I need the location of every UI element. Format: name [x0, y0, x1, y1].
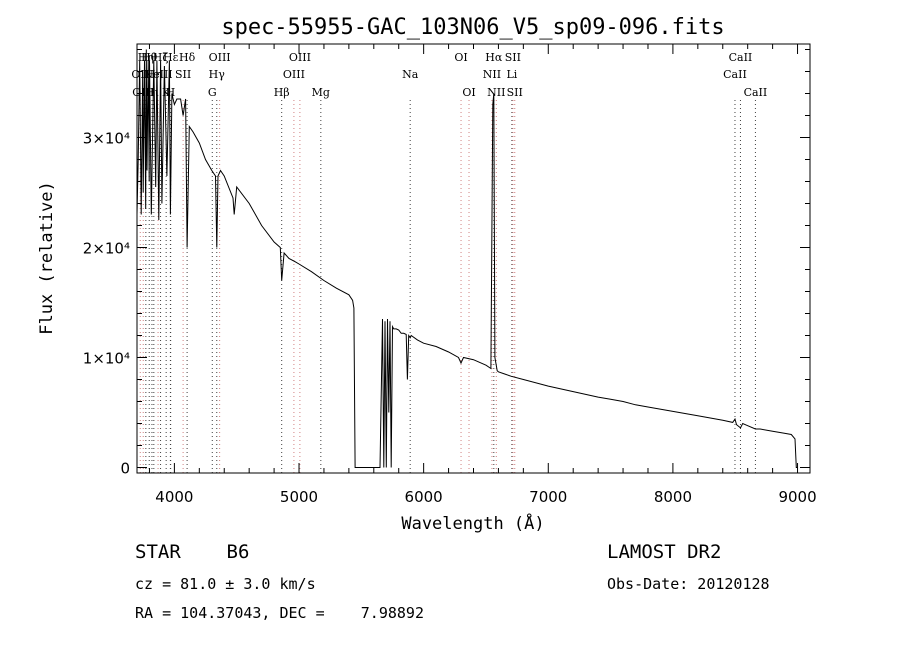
x-axis-ticks: 4000 5000 6000 7000 8000 9000	[148, 44, 817, 506]
x-tick-label-4: 8000	[654, 488, 692, 506]
x-tick-label-3: 7000	[529, 488, 567, 506]
plot-frame	[136, 43, 811, 474]
spectral-line-labels: OIIOIIIHηHθHιHηNeIIIHζKHHεSIIHδGHγOIIIHβ…	[131, 51, 767, 99]
line-label-31: CaII	[744, 86, 768, 99]
x-axis-label: Wavelength (Å)	[401, 512, 544, 534]
x-tick-label-5: 9000	[778, 488, 816, 506]
redshift-cz: cz = 81.0 ± 3.0 km/s	[135, 575, 316, 593]
line-label-30: CaII	[729, 51, 753, 64]
line-label-9: H	[166, 86, 176, 99]
line-label-14: Hγ	[209, 68, 226, 81]
line-label-15: OIII	[209, 51, 231, 64]
y-tick-label-3: 3×10⁴	[83, 130, 130, 148]
survey-name: LAMOST DR2	[607, 541, 722, 563]
line-label-6: NeIII	[143, 68, 172, 81]
line-label-16: Hβ	[274, 86, 290, 99]
line-label-8: K	[162, 86, 171, 99]
line-label-28: SII	[507, 86, 523, 99]
line-label-18: OIII	[289, 51, 311, 64]
y-axis-label: Flux (relative)	[37, 181, 57, 335]
line-label-26: Li	[506, 68, 517, 81]
line-label-12: Hδ	[179, 51, 196, 64]
line-label-19: Mg	[312, 86, 330, 99]
line-label-17: OIII	[283, 68, 305, 81]
x-tick-label-1: 5000	[280, 488, 318, 506]
y-tick-label-2: 2×10⁴	[83, 240, 130, 258]
observation-date: Obs-Date: 20120128	[607, 575, 770, 593]
line-label-23: NII	[483, 68, 501, 81]
object-class: STAR B6	[135, 541, 250, 563]
line-label-29: CaII	[723, 68, 747, 81]
line-label-27: SII	[505, 51, 521, 64]
y-tick-label-0: 0	[120, 460, 130, 478]
line-label-21: OI	[454, 51, 467, 64]
line-label-25: NII	[487, 86, 505, 99]
x-tick-label-2: 6000	[405, 488, 443, 506]
line-label-11: SII	[175, 68, 191, 81]
spectral-line-markers	[139, 100, 756, 473]
line-label-22: OI	[462, 86, 475, 99]
spectrum-line	[136, 49, 798, 468]
line-label-13: G	[208, 86, 217, 99]
line-label-24: Hα	[485, 51, 503, 64]
x-tick-label-0: 4000	[155, 488, 193, 506]
y-tick-label-1: 1×10⁴	[83, 350, 130, 368]
y-axis-ticks: 0 1×10⁴ 2×10⁴ 3×10⁴	[83, 49, 810, 478]
coordinates: RA = 104.37043, DEC = 7.98892	[135, 604, 424, 622]
line-label-10: Hε	[163, 51, 179, 64]
line-label-20: Na	[402, 68, 419, 81]
chart-title: spec-55955-GAC_103N06_V5_sp09-096.fits	[221, 15, 724, 40]
